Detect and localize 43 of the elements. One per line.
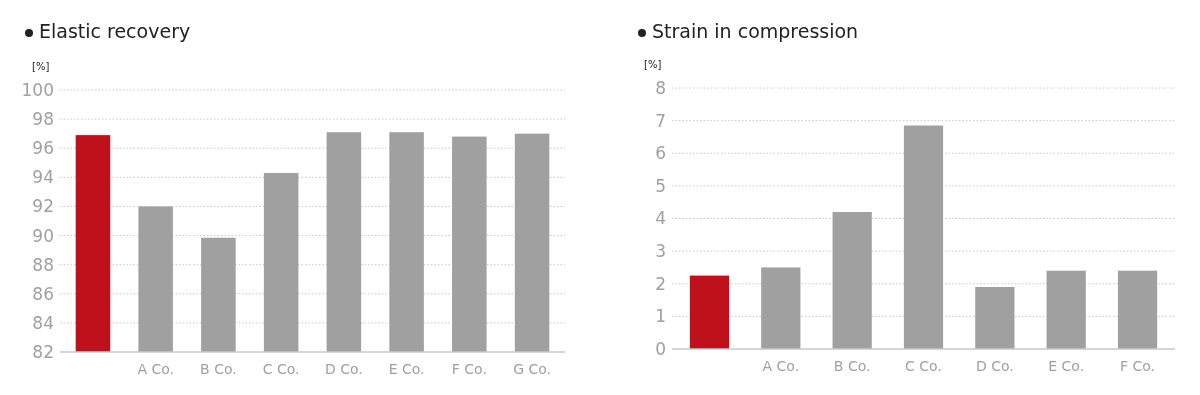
x-tick-label: F Co. — [1120, 358, 1156, 374]
y-tick-label: 92 — [32, 196, 54, 217]
y-tick-label: 88 — [32, 254, 54, 275]
y-tick-label: 90 — [32, 225, 54, 246]
y-tick-label: 100 — [21, 79, 54, 100]
y-tick-label: 4 — [655, 208, 666, 229]
bar — [761, 267, 801, 349]
y-tick-label: 98 — [32, 109, 54, 130]
y-tick-label: 6 — [655, 143, 666, 164]
bar — [1117, 270, 1158, 349]
x-tick-label: E Co. — [1048, 358, 1085, 374]
x-tick-label: C Co. — [905, 358, 942, 374]
y-tick-label: 5 — [655, 175, 666, 196]
y-axis-title: [%] — [644, 59, 662, 70]
x-tick-label: E Co. — [388, 361, 425, 377]
bar — [832, 211, 872, 349]
bar — [1046, 270, 1086, 349]
chart-title: Elastic recovery — [39, 20, 191, 42]
x-tick-label: C Co. — [262, 361, 300, 377]
y-tick-label: 7 — [655, 110, 666, 131]
bar — [903, 125, 944, 349]
y-tick-label: 94 — [32, 167, 54, 188]
y-tick-label: 8 — [655, 77, 666, 98]
chart-title: Strain in compression — [652, 20, 859, 42]
y-tick-label: 82 — [32, 341, 54, 362]
y-tick-label: 1 — [655, 306, 666, 327]
y-axis-title: [%] — [32, 61, 50, 72]
x-tick-label: F Co. — [451, 361, 487, 377]
y-tick-label: 86 — [32, 283, 54, 304]
y-tick-label: 96 — [32, 138, 54, 159]
y-tick-label: 3 — [655, 241, 666, 262]
x-tick-label: D Co. — [324, 361, 363, 377]
x-tick-label: A Co. — [762, 358, 800, 374]
bar — [975, 287, 1015, 349]
y-tick-label: 2 — [655, 273, 666, 294]
x-tick-label: A Co. — [137, 361, 174, 377]
y-tick-label: 0 — [655, 338, 666, 359]
x-tick-label: D Co. — [975, 358, 1014, 374]
x-tick-label: B Co. — [833, 358, 871, 374]
x-tick-label: B Co. — [200, 361, 237, 377]
y-tick-label: 84 — [32, 312, 54, 333]
bar — [689, 275, 730, 349]
x-tick-label: G Co. — [513, 361, 551, 377]
